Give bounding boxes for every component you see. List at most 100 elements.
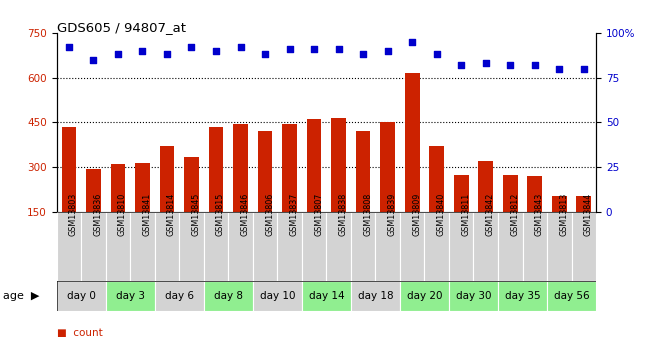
- Bar: [155, 281, 204, 310]
- Bar: [253, 212, 277, 281]
- Bar: [380, 122, 395, 257]
- Bar: [81, 212, 106, 281]
- Bar: [400, 281, 449, 310]
- Text: GSM13813: GSM13813: [559, 193, 568, 236]
- Bar: [228, 212, 253, 281]
- Text: age  ▶: age ▶: [3, 291, 40, 301]
- Bar: [503, 175, 517, 257]
- Bar: [155, 212, 179, 281]
- Text: day 10: day 10: [260, 291, 295, 301]
- Point: [63, 45, 74, 50]
- Point: [333, 46, 344, 52]
- Point: [309, 46, 320, 52]
- Text: GSM13806: GSM13806: [265, 193, 274, 236]
- Bar: [376, 212, 400, 281]
- Point: [186, 45, 197, 50]
- Bar: [474, 212, 498, 281]
- Bar: [258, 131, 272, 257]
- Point: [88, 57, 99, 62]
- Text: GSM13840: GSM13840: [437, 193, 446, 236]
- Text: GSM13807: GSM13807: [314, 193, 323, 236]
- Point: [358, 51, 368, 57]
- Text: GSM13842: GSM13842: [486, 193, 495, 236]
- Bar: [356, 131, 370, 257]
- Text: GSM13843: GSM13843: [535, 193, 543, 236]
- Bar: [277, 212, 302, 281]
- Bar: [331, 118, 346, 257]
- Bar: [430, 146, 444, 257]
- Bar: [351, 281, 400, 310]
- Text: GSM13846: GSM13846: [240, 193, 250, 236]
- Bar: [307, 119, 322, 257]
- Text: day 35: day 35: [505, 291, 540, 301]
- Bar: [424, 212, 449, 281]
- Bar: [179, 212, 204, 281]
- Text: GSM13845: GSM13845: [192, 193, 200, 236]
- Text: GSM13815: GSM13815: [216, 193, 225, 236]
- Bar: [204, 212, 228, 281]
- Point: [480, 60, 491, 66]
- Bar: [449, 212, 474, 281]
- Bar: [111, 164, 125, 257]
- Point: [235, 45, 246, 50]
- Bar: [61, 127, 76, 257]
- Bar: [282, 124, 297, 257]
- Bar: [498, 281, 547, 310]
- Text: GSM13803: GSM13803: [69, 193, 78, 236]
- Bar: [302, 281, 351, 310]
- Point: [260, 51, 270, 57]
- Bar: [527, 176, 542, 257]
- Bar: [106, 281, 155, 310]
- Point: [456, 62, 466, 68]
- Bar: [577, 196, 591, 257]
- Text: day 14: day 14: [308, 291, 344, 301]
- Point: [113, 51, 123, 57]
- Bar: [547, 281, 596, 310]
- Text: day 6: day 6: [165, 291, 194, 301]
- Bar: [130, 212, 155, 281]
- Point: [579, 66, 589, 71]
- Point: [137, 48, 148, 53]
- Point: [210, 48, 221, 53]
- Bar: [523, 212, 547, 281]
- Text: day 20: day 20: [407, 291, 442, 301]
- Text: GSM13814: GSM13814: [167, 193, 176, 236]
- Bar: [552, 196, 567, 257]
- Text: day 56: day 56: [553, 291, 589, 301]
- Bar: [233, 124, 248, 257]
- Point: [382, 48, 393, 53]
- Text: GSM13837: GSM13837: [290, 193, 298, 236]
- Bar: [204, 281, 253, 310]
- Text: day 30: day 30: [456, 291, 492, 301]
- Point: [162, 51, 172, 57]
- Text: day 0: day 0: [67, 291, 95, 301]
- Point: [432, 51, 442, 57]
- Bar: [454, 175, 469, 257]
- Bar: [86, 169, 101, 257]
- Text: day 8: day 8: [214, 291, 242, 301]
- Text: GSM13809: GSM13809: [412, 193, 421, 236]
- Bar: [253, 281, 302, 310]
- Point: [529, 62, 540, 68]
- Bar: [449, 281, 498, 310]
- Bar: [57, 212, 81, 281]
- Bar: [160, 146, 174, 257]
- Text: ■  count: ■ count: [57, 328, 103, 338]
- Text: GSM13841: GSM13841: [143, 193, 151, 236]
- Text: GSM13836: GSM13836: [93, 193, 103, 236]
- Bar: [326, 212, 351, 281]
- Bar: [302, 212, 326, 281]
- Bar: [498, 212, 523, 281]
- Text: day 3: day 3: [116, 291, 145, 301]
- Bar: [405, 73, 420, 257]
- Bar: [106, 212, 130, 281]
- Text: GSM13812: GSM13812: [510, 193, 519, 236]
- Text: GSM13811: GSM13811: [461, 193, 470, 236]
- Point: [554, 66, 565, 71]
- Bar: [208, 127, 223, 257]
- Bar: [571, 212, 596, 281]
- Bar: [547, 212, 571, 281]
- Text: GSM13810: GSM13810: [118, 193, 127, 236]
- Bar: [57, 281, 106, 310]
- Bar: [351, 212, 376, 281]
